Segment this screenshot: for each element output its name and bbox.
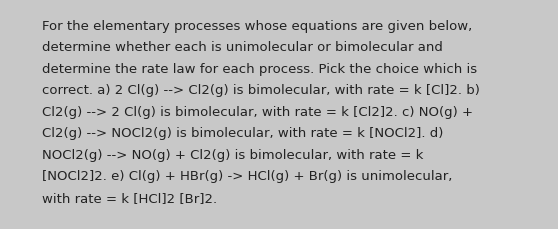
Text: determine whether each is unimolecular or bimolecular and: determine whether each is unimolecular o…	[42, 41, 443, 54]
Text: NOCl2(g) --> NO(g) + Cl2(g) is bimolecular, with rate = k: NOCl2(g) --> NO(g) + Cl2(g) is bimolecul…	[42, 148, 424, 161]
Text: determine the rate law for each process. Pick the choice which is: determine the rate law for each process.…	[42, 63, 477, 76]
Text: For the elementary processes whose equations are given below,: For the elementary processes whose equat…	[42, 20, 472, 33]
Text: Cl2(g) --> 2 Cl(g) is bimolecular, with rate = k [Cl2]2. c) NO(g) +: Cl2(g) --> 2 Cl(g) is bimolecular, with …	[42, 106, 473, 118]
Text: Cl2(g) --> NOCl2(g) is bimolecular, with rate = k [NOCl2]. d): Cl2(g) --> NOCl2(g) is bimolecular, with…	[42, 127, 444, 140]
Text: correct. a) 2 Cl(g) --> Cl2(g) is bimolecular, with rate = k [Cl]2. b): correct. a) 2 Cl(g) --> Cl2(g) is bimole…	[42, 84, 480, 97]
Text: [NOCl2]2. e) Cl(g) + HBr(g) -> HCl(g) + Br(g) is unimolecular,: [NOCl2]2. e) Cl(g) + HBr(g) -> HCl(g) + …	[42, 170, 453, 183]
Text: with rate = k [HCl]2 [Br]2.: with rate = k [HCl]2 [Br]2.	[42, 191, 217, 204]
